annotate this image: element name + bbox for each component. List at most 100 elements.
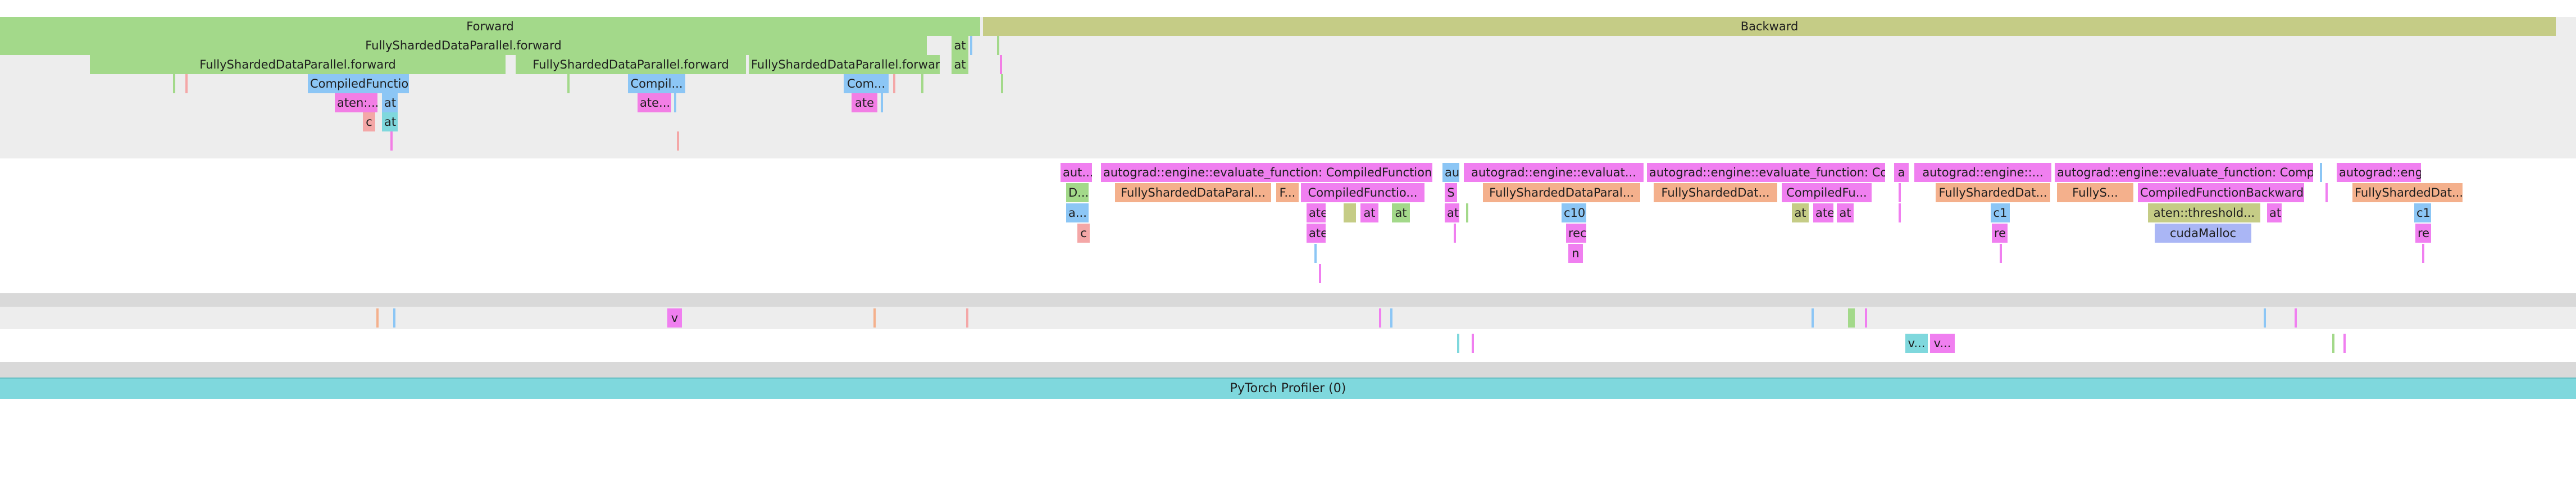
re-slice[interactable]: re <box>1992 224 2008 243</box>
autograd-slice[interactable]: a <box>1894 163 1909 182</box>
event-tick[interactable] <box>173 74 175 93</box>
event-tick[interactable] <box>2422 244 2424 263</box>
event-tick[interactable] <box>1319 264 1321 283</box>
backward-slice[interactable]: Backward <box>983 17 2556 36</box>
event-tick[interactable] <box>2320 163 2322 182</box>
event-tick[interactable] <box>390 131 393 151</box>
c1-slice[interactable]: c1 <box>1991 203 2010 222</box>
v-slice[interactable]: v <box>667 308 682 328</box>
compiled-function-1[interactable]: CompiledFunction <box>308 74 409 93</box>
autograd-evaluate-function[interactable]: autograd::engine::... <box>1914 163 2051 182</box>
fsdp-forward-3[interactable]: FullyShardedDataParallel.forward <box>749 55 940 74</box>
aten-slice[interactable]: ate <box>1813 203 1833 222</box>
event-tick[interactable] <box>2343 334 2346 353</box>
event-tick[interactable] <box>893 74 895 93</box>
event-tick[interactable] <box>921 74 923 93</box>
autograd-slice[interactable]: aut... <box>1061 163 1092 182</box>
event-tick[interactable] <box>2264 308 2266 328</box>
event-tick[interactable] <box>677 131 679 151</box>
aten-slice[interactable]: ate <box>1307 203 1326 222</box>
event-tick[interactable] <box>1848 308 1855 328</box>
event-tick[interactable] <box>1865 308 1867 328</box>
fsdp-forward-outer[interactable]: FullyShardedDataParallel.forward <box>0 36 927 55</box>
event-tick[interactable] <box>997 36 999 55</box>
at-slice[interactable]: at <box>1837 203 1854 222</box>
aten-threshold-slice[interactable]: aten::threshold... <box>2148 203 2260 222</box>
fsdp-backward-slice[interactable]: FullyS... <box>2057 183 2133 202</box>
fsdp-backward-slice[interactable]: FullyShardedDataParal... <box>1115 183 1271 202</box>
event-tick[interactable] <box>1472 334 1474 353</box>
event-tick[interactable] <box>674 93 676 112</box>
fsdp-forward-1[interactable]: FullyShardedDataParallel.forward <box>90 55 506 74</box>
event-tick[interactable] <box>1379 308 1381 328</box>
s-slice[interactable]: S <box>1445 183 1457 202</box>
compiled-function-2[interactable]: Compil... <box>628 74 685 93</box>
event-slice[interactable] <box>1344 203 1356 222</box>
event-tick[interactable] <box>1000 55 1002 74</box>
fsdp-backward-slice[interactable]: FullyShardedDat... <box>1936 183 2050 202</box>
event-tick[interactable] <box>873 308 876 328</box>
aten-slice[interactable]: ate <box>1307 224 1326 243</box>
at-slice[interactable]: at <box>1392 203 1410 222</box>
event-tick[interactable] <box>1001 74 1003 93</box>
event-tick[interactable] <box>2295 308 2297 328</box>
at-slice[interactable]: at <box>952 55 968 74</box>
fsdp-forward-2[interactable]: FullyShardedDataParallel.forward <box>516 55 746 74</box>
event-tick[interactable] <box>970 36 972 55</box>
event-tick[interactable] <box>2000 244 2002 263</box>
at-slice[interactable]: at <box>1792 203 1809 222</box>
event-tick[interactable] <box>393 308 395 328</box>
n-slice[interactable]: n <box>1568 244 1583 263</box>
cudamalloc-slice[interactable]: cudaMalloc <box>2155 224 2251 243</box>
f-slice[interactable]: F... <box>1276 183 1299 202</box>
fsdp-backward-slice[interactable]: FullyShardedDat... <box>2352 183 2463 202</box>
event-tick[interactable] <box>1390 308 1392 328</box>
event-tick[interactable] <box>1457 334 1459 353</box>
event-tick[interactable] <box>1899 183 1901 202</box>
at-slice[interactable]: at <box>1445 203 1459 222</box>
autograd-slice[interactable]: au <box>1442 163 1459 182</box>
fsdp-backward-slice[interactable]: FullyShardedDataParal... <box>1483 183 1640 202</box>
event-tick[interactable] <box>1812 308 1814 328</box>
c-slice[interactable]: c <box>363 112 375 131</box>
aten-slice[interactable]: aten:... <box>335 93 377 112</box>
v-slice[interactable]: v... <box>1930 334 1955 353</box>
compiled-function-3[interactable]: Com... <box>844 74 889 93</box>
pytorch-profiler-track[interactable]: PyTorch Profiler (0) <box>0 378 2576 399</box>
autograd-evaluate-function[interactable]: autograd::engine::evaluate_function: Com… <box>1647 163 1885 182</box>
fsdp-backward-slice[interactable]: FullyShardedDat... <box>1654 183 1777 202</box>
forward-slice[interactable]: Forward <box>0 17 980 36</box>
event-tick[interactable] <box>376 308 379 328</box>
at-slice[interactable]: at <box>952 36 968 55</box>
at-slice[interactable]: at <box>382 93 398 112</box>
compiled-function-backward[interactable]: CompiledFunctionBackward <box>2138 183 2304 202</box>
v-slice[interactable]: v... <box>1905 334 1928 353</box>
d-slice[interactable]: D... <box>1066 183 1089 202</box>
autograd-evaluate-function[interactable]: autograd::engine::evaluat... <box>1464 163 1644 182</box>
event-tick[interactable] <box>1314 244 1317 263</box>
at-slice[interactable]: at <box>1360 203 1378 222</box>
event-tick[interactable] <box>567 74 570 93</box>
compiled-function-backward[interactable]: CompiledFu... <box>1782 183 1872 202</box>
event-tick[interactable] <box>1466 203 1468 222</box>
a-slice[interactable]: a... <box>1066 203 1089 222</box>
c1-slice[interactable]: c1 <box>2414 203 2431 222</box>
autograd-evaluate-function[interactable]: autograd::engine::... <box>2337 163 2421 182</box>
autograd-evaluate-function[interactable]: autograd::engine::evaluate_function: Com… <box>1101 163 1432 182</box>
event-tick[interactable] <box>185 74 188 93</box>
autograd-evaluate-function[interactable]: autograd::engine::evaluate_function: Com… <box>2055 163 2313 182</box>
event-tick[interactable] <box>881 93 883 112</box>
re-slice[interactable]: re <box>2415 224 2431 243</box>
c10-slice[interactable]: c10 <box>1562 203 1586 222</box>
at-slice[interactable]: at <box>2267 203 2282 222</box>
event-tick[interactable] <box>1454 224 1456 243</box>
aten-slice[interactable]: ate... <box>638 93 671 112</box>
at-slice[interactable]: at <box>382 112 398 131</box>
compiled-function-backward[interactable]: CompiledFunctio... <box>1301 183 1424 202</box>
event-tick[interactable] <box>2332 334 2334 353</box>
event-tick[interactable] <box>1899 203 1901 222</box>
event-tick[interactable] <box>2325 183 2328 202</box>
aten-slice[interactable]: ate <box>852 93 877 112</box>
c-slice[interactable]: c <box>1077 224 1090 243</box>
rec-slice[interactable]: rec <box>1566 224 1586 243</box>
